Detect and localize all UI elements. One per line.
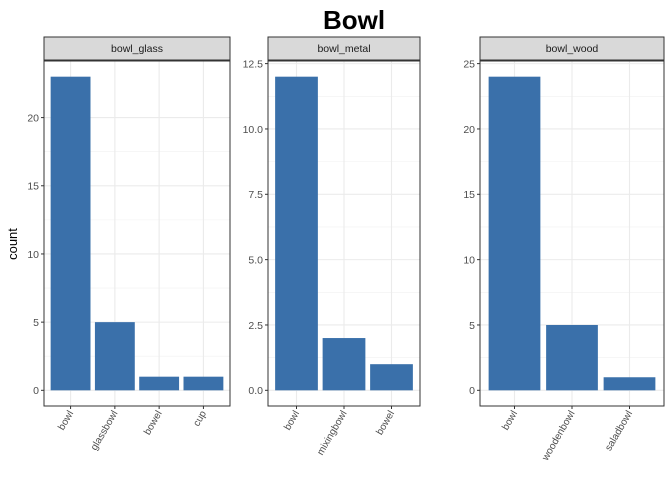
facet-strip-label: bowl_metal (317, 43, 370, 55)
facet-strip (43, 36, 231, 61)
bar-woodenbowl (546, 324, 598, 391)
y-tick-label: 0 (469, 385, 475, 397)
y-tick-label: 2.5 (248, 320, 263, 332)
bar-bowl (275, 76, 318, 391)
panel-bowl_wood: bowl_wood 0 5 10 15 20 25 bowl woodenbowl saladbo… (463, 36, 665, 464)
y-tick-label: 5.0 (248, 254, 263, 266)
bar-glassbowl (94, 322, 135, 391)
panel-border (479, 60, 665, 407)
bar-mixingbowl (322, 338, 366, 391)
facet-strip (267, 36, 421, 61)
y-tick-label: 12.5 (243, 58, 264, 70)
y-tick-label: 7.5 (248, 189, 263, 201)
x-tick-label: glassbowl (89, 409, 120, 453)
panel-bowl_metal: bowl_metal 0.0 2.5 5.0 7.5 10.0 12.5 bowl mixing… (243, 36, 421, 457)
y-tick-label: 20 (463, 124, 475, 136)
x-tick-label: mixingbowl (315, 409, 349, 457)
bar-bowel (370, 364, 413, 391)
x-tick-label: woodenbowl (540, 409, 578, 464)
y-tick-label: 10.0 (243, 124, 264, 136)
facet-strip-label: bowl_glass (111, 43, 163, 55)
y-tick-label: 0.0 (248, 385, 263, 397)
bar-bowl (488, 76, 541, 391)
bar-saladbowl (603, 377, 656, 391)
y-tick-label: 25 (463, 58, 475, 70)
chart-title: Bowl (323, 5, 385, 35)
facet-strip (479, 36, 665, 61)
x-tick-label: bowl (282, 409, 302, 432)
x-tick-label: saladbowl (603, 409, 635, 453)
x-tick-label: bowel (375, 409, 398, 437)
y-tick-label: 15 (463, 189, 475, 201)
y-tick-label: 5 (33, 317, 39, 329)
x-tick-label: bowl (56, 409, 76, 432)
y-tick-label: 10 (27, 249, 39, 261)
panel-bowl_glass: bowl_glass 0 5 10 15 20 bowl glassbowl bowel cup (27, 36, 231, 453)
y-tick-label: 0 (33, 385, 39, 397)
y-tick-label: 5 (469, 320, 475, 332)
bar-bowel (139, 376, 180, 391)
y-tick-label: 15 (27, 181, 39, 193)
x-tick-label: cup (191, 409, 209, 429)
panel-border (43, 60, 231, 407)
facet-strip-label: bowl_wood (546, 43, 599, 55)
y-tick-label: 20 (27, 112, 39, 124)
x-tick-label: bowl (500, 409, 520, 432)
bar-cup (183, 376, 224, 391)
panel-border (267, 60, 421, 407)
x-tick-label: bowel (142, 409, 165, 437)
y-axis-label: count (5, 228, 20, 260)
y-tick-label: 10 (463, 254, 475, 266)
bar-bowl (50, 76, 91, 391)
